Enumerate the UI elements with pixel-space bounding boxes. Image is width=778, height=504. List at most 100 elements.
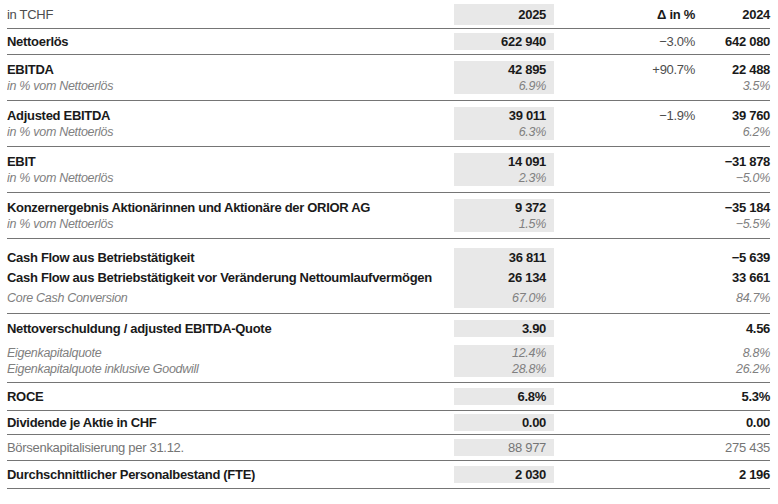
value-delta-cell [554, 124, 695, 140]
table-row: EBITDA42 895+90.7%22 488 [7, 61, 770, 78]
value-2024-cell: 6.2% [695, 124, 770, 140]
row-label: Cash Flow aus Betriebstätigkeit [7, 248, 454, 268]
table-section: Adjusted EBITDA39 011−1.9%39 760in % vom… [7, 101, 770, 147]
value-2024-cell: −31 878 [695, 153, 770, 170]
table-row: in % vom Nettoerlös6.9%3.5% [7, 78, 770, 94]
value-delta-cell [554, 361, 695, 377]
value-delta-cell [554, 268, 695, 288]
value-2025-cell: 6.3% [454, 124, 554, 140]
table-row: Durchschnittlicher Personalbestand (FTE)… [7, 466, 770, 483]
value-2024-cell: 2 196 [695, 466, 770, 483]
value-2024-cell: −5.5% [695, 216, 770, 232]
value-delta-cell [554, 78, 695, 94]
value-delta-cell [554, 320, 695, 337]
value-2024-cell: 275 435 [695, 439, 770, 456]
row-label: EBITDA [7, 61, 454, 78]
row-label: Eigenkapitalquote inklusive Goodwill [7, 361, 454, 377]
value-2025-cell: 622 940 [454, 33, 554, 50]
table-section: EBIT14 091−31 878in % vom Nettoerlös2.3%… [7, 147, 770, 193]
value-2024-cell: 3.5% [695, 78, 770, 94]
value-delta-cell [554, 199, 695, 216]
value-2025-cell: 88 977 [454, 439, 554, 456]
value-2024-cell: 84.7% [695, 288, 770, 308]
table-row: Eigenkapitalquote inklusive Goodwill28.8… [7, 361, 770, 377]
table-row: in % vom Nettoerlös2.3% −5.0% [7, 170, 770, 186]
table-row: Nettoerlös622 940−3.0%642 080 [7, 33, 770, 50]
value-delta-cell: −1.9% [554, 107, 695, 124]
value-2024-cell: 33 661 [695, 268, 770, 288]
value-2025-cell: 2025 [454, 4, 554, 25]
value-2025-cell: 39 011 [454, 107, 554, 124]
row-label: in TCHF [7, 4, 454, 25]
value-2025-cell: 2 030 [454, 466, 554, 483]
table-section: Nettoverschuldung / adjusted EBITDA-Quot… [7, 314, 770, 383]
table-section: Dividende je Aktie in CHF0.000.00 [7, 411, 770, 435]
table-section: ROCE6.8% 5.3% [7, 383, 770, 411]
table-row: Adjusted EBITDA39 011−1.9%39 760 [7, 107, 770, 124]
value-2024-cell: 39 760 [695, 107, 770, 124]
table-row: Börsenkapitalisierung per 31.12.88 97727… [7, 439, 770, 456]
value-2025-cell: 0.00 [454, 414, 554, 431]
table-section: Durchschnittlicher Personalbestand (FTE)… [7, 461, 770, 489]
value-2024-cell: 642 080 [695, 33, 770, 50]
value-2025-cell: 1.5% [454, 216, 554, 232]
value-delta-cell [554, 388, 695, 405]
table-row: Dividende je Aktie in CHF0.000.00 [7, 414, 770, 431]
value-2025-cell: 9 372 [454, 199, 554, 216]
row-label: in % vom Nettoerlös [7, 170, 454, 186]
value-2024-cell: −5 639 [695, 248, 770, 268]
table-row: Cash Flow aus Betriebstätigkeit vor Verä… [7, 268, 770, 288]
value-delta-cell: −3.0% [554, 33, 695, 50]
value-2025-cell: 6.9% [454, 78, 554, 94]
value-delta-cell [554, 170, 695, 186]
value-2025-cell: 2.3% [454, 170, 554, 186]
row-label: in % vom Nettoerlös [7, 216, 454, 232]
row-label: Konzernergebnis Aktionärinnen und Aktion… [7, 199, 454, 216]
value-delta-cell: +90.7% [554, 61, 695, 78]
table-row: Konzernergebnis Aktionärinnen und Aktion… [7, 199, 770, 216]
value-delta-cell [554, 216, 695, 232]
table-row: Nettoverschuldung / adjusted EBITDA-Quot… [7, 320, 770, 337]
value-delta-cell [554, 345, 695, 361]
value-2024-cell: 4.56 [695, 320, 770, 337]
value-2025-cell: 26 134 [454, 268, 554, 288]
table-section: Cash Flow aus Betriebstätigkeit36 811 −5 … [7, 239, 770, 314]
table-section: Nettoerlös622 940−3.0%642 080 [7, 29, 770, 55]
table-row: ROCE6.8% 5.3% [7, 388, 770, 405]
value-delta-cell [554, 466, 695, 483]
value-2025-cell: 3.90 [454, 320, 554, 337]
row-label: ROCE [7, 388, 454, 405]
financial-kpi-table: in TCHF2025Δ in %2024Nettoerlös622 940−3… [7, 0, 770, 489]
value-2025-cell: 42 895 [454, 61, 554, 78]
table-row: in % vom Nettoerlös1.5% −5.5% [7, 216, 770, 232]
value-delta-cell [554, 288, 695, 308]
value-2024-cell: −5.0% [695, 170, 770, 186]
table-row: EBIT14 091 −31 878 [7, 153, 770, 170]
table-section: Konzernergebnis Aktionärinnen und Aktion… [7, 193, 770, 239]
value-2024-cell: 8.8% [695, 345, 770, 361]
value-delta-cell: Δ in % [554, 4, 695, 25]
row-label: Nettoerlös [7, 33, 454, 50]
row-label: Core Cash Conversion [7, 288, 454, 308]
value-2025-cell: 36 811 [454, 248, 554, 268]
value-2025-cell: 67.0% [454, 288, 554, 308]
value-2024-cell: 26.2% [695, 361, 770, 377]
value-2024-cell: 5.3% [695, 388, 770, 405]
row-label: Dividende je Aktie in CHF [7, 414, 454, 431]
value-2025-cell: 6.8% [454, 388, 554, 405]
row-label: in % vom Nettoerlös [7, 124, 454, 140]
value-2024-cell: 22 488 [695, 61, 770, 78]
value-2025-cell: 28.8% [454, 361, 554, 377]
value-2024-cell: −35 184 [695, 199, 770, 216]
row-label: Adjusted EBITDA [7, 107, 454, 124]
table-row: in % vom Nettoerlös6.3% 6.2% [7, 124, 770, 140]
value-2024-cell: 0.00 [695, 414, 770, 431]
table-row: Cash Flow aus Betriebstätigkeit36 811 −5 … [7, 248, 770, 268]
row-label: Eigenkapitalquote [7, 345, 454, 361]
table-row: Eigenkapitalquote12.4%8.8% [7, 345, 770, 361]
row-label: EBIT [7, 153, 454, 170]
value-2025-cell: 14 091 [454, 153, 554, 170]
value-delta-cell [554, 153, 695, 170]
row-label: Cash Flow aus Betriebstätigkeit vor Verä… [7, 268, 454, 288]
table-row: in TCHF2025Δ in %2024 [7, 4, 770, 25]
